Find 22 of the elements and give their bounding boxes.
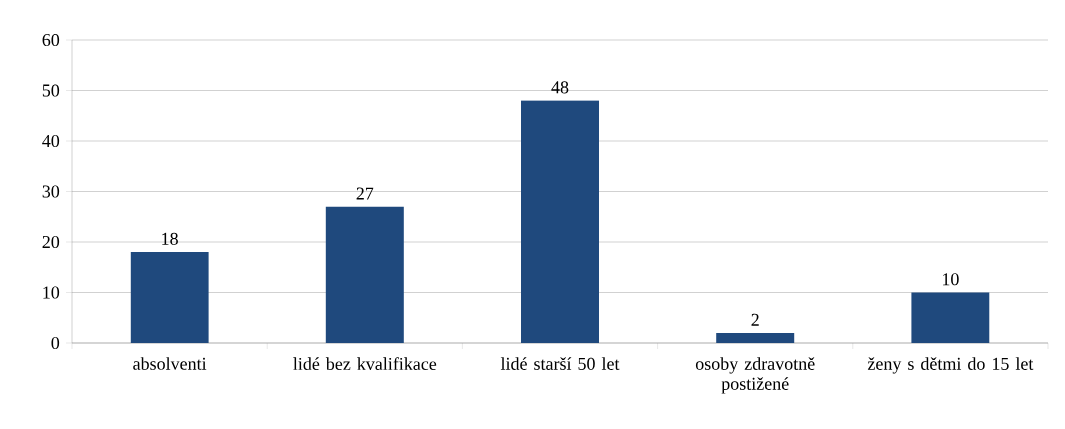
data-label: 18 bbox=[162, 232, 178, 245]
y-tick-label: 20 bbox=[42, 235, 60, 249]
bar bbox=[325, 206, 404, 343]
data-label: 2 bbox=[751, 313, 759, 326]
x-tick-label: lidé starší 50 let bbox=[500, 357, 620, 370]
x-tick-label: lidé bez kvalifikace bbox=[293, 357, 437, 371]
y-tick-label: 40 bbox=[42, 134, 60, 148]
bar bbox=[716, 332, 795, 343]
y-tick-label: 60 bbox=[42, 33, 60, 47]
y-tick-label: 50 bbox=[42, 84, 60, 97]
data-label: 27 bbox=[356, 187, 374, 200]
x-tick-label: ženy s dětmi do 15 let bbox=[867, 357, 1034, 374]
bar bbox=[911, 292, 990, 343]
bar bbox=[130, 252, 209, 343]
x-tick-label: absolventi bbox=[133, 357, 207, 370]
data-label: 10 bbox=[942, 273, 959, 286]
bar bbox=[521, 100, 600, 343]
y-tick-label: 30 bbox=[42, 185, 60, 198]
y-tick-label: 10 bbox=[43, 286, 60, 299]
y-tick-label: 0 bbox=[51, 336, 60, 350]
data-label: 48 bbox=[551, 81, 569, 94]
x-tick-label: osoby zdravotně postižené bbox=[695, 357, 815, 394]
